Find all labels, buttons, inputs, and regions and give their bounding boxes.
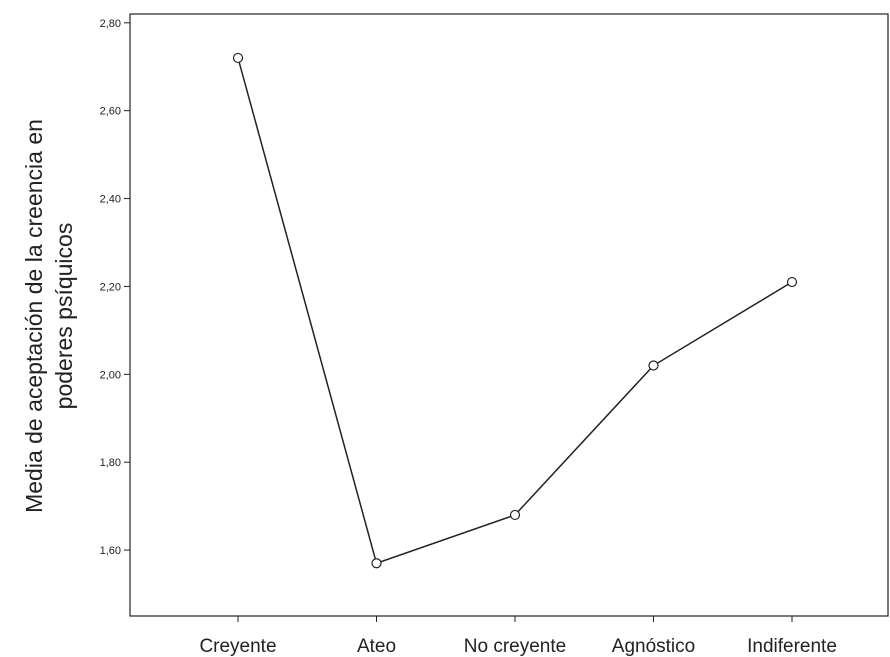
- x-tick-label: Indiferente: [747, 636, 837, 657]
- y-axis-title-line-1: Media de aceptación de la creencia en: [21, 119, 47, 513]
- x-tick-label: Ateo: [357, 636, 396, 657]
- x-tick-label: Creyente: [199, 636, 276, 657]
- series-markers: [232, 52, 798, 569]
- y-tick-label: 1,80: [100, 457, 121, 469]
- data-point: [648, 360, 659, 371]
- data-point: [786, 276, 798, 288]
- series-line: [237, 57, 793, 565]
- data-point: [371, 558, 382, 569]
- y-tick-label: 2,20: [100, 281, 121, 293]
- data-point: [509, 509, 521, 521]
- y-axis: 2,80 2,60 2,40 2,20 2,00 1,80 1,60: [100, 18, 130, 557]
- data-point: [232, 52, 244, 64]
- y-tick-label: 2,60: [100, 106, 121, 118]
- x-axis: Creyente Ateo No creyente Agnóstico Indifere…: [199, 616, 837, 657]
- x-tick-label: Agnóstico: [612, 636, 695, 657]
- y-tick-label: 2,40: [100, 194, 121, 206]
- plot-frame: [129, 13, 889, 617]
- y-tick-label: 2,80: [100, 18, 121, 30]
- x-tick-label: No creyente: [464, 636, 566, 657]
- y-tick-label: 1,60: [100, 545, 121, 557]
- y-axis-title-line-2: poderes psíquicos: [51, 223, 77, 410]
- y-tick-label: 2,00: [100, 369, 121, 381]
